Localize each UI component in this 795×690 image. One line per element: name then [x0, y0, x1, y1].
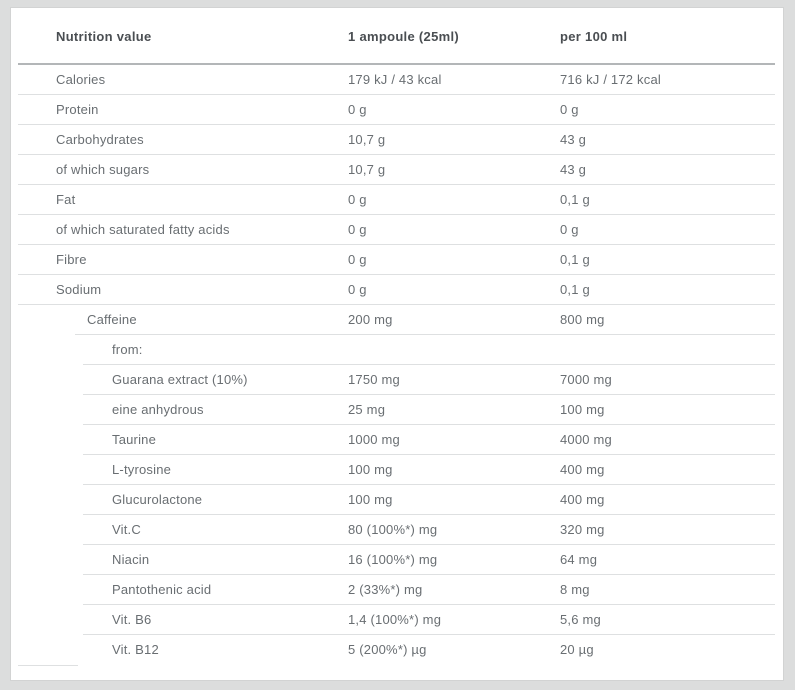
row-value-ampoule: 2 (33%*) mg: [348, 582, 423, 597]
row-value-ampoule: 16 (100%*) mg: [348, 552, 438, 567]
row-value-ampoule: 200 mg: [348, 312, 393, 327]
row-value-per100: 0,1 g: [560, 192, 590, 207]
table-header: Nutrition value 1 ampoule (25ml) per 100…: [11, 8, 783, 65]
table-row-vit-b12: Vit. B12 5 (200%*) µg 20 µg: [11, 635, 783, 665]
row-label: Taurine: [112, 432, 157, 447]
row-value-per100: 0,1 g: [560, 282, 590, 297]
table-row-calories: Calories 179 kJ / 43 kcal 716 kJ / 172 k…: [11, 65, 783, 95]
table-row-fibre: Fibre 0 g 0,1 g: [11, 245, 783, 275]
row-label: Carbohydrates: [56, 132, 144, 147]
table-row-vit-c: Vit.C 80 (100%*) mg 320 mg: [11, 515, 783, 545]
table-row-niacin: Niacin 16 (100%*) mg 64 mg: [11, 545, 783, 575]
table-footer-partial-line: [11, 665, 783, 680]
row-label: of which saturated fatty acids: [56, 222, 230, 237]
row-label: Vit.C: [112, 522, 141, 537]
row-value-ampoule: 100 mg: [348, 492, 393, 507]
row-value-ampoule: 0 g: [348, 282, 367, 297]
row-value-ampoule: 0 g: [348, 192, 367, 207]
row-value-per100: 0 g: [560, 102, 579, 117]
row-value-per100: 4000 mg: [560, 432, 612, 447]
row-value-per100: 400 mg: [560, 492, 605, 507]
row-label: Glucurolactone: [112, 492, 203, 507]
row-value-per100: 7000 mg: [560, 372, 612, 387]
row-value-per100: 400 mg: [560, 462, 605, 477]
row-value-ampoule: 0 g: [348, 222, 367, 237]
row-value-per100: 716 kJ / 172 kcal: [560, 72, 661, 87]
row-label: of which sugars: [56, 162, 150, 177]
table-row-pantothenic-acid: Pantothenic acid 2 (33%*) mg 8 mg: [11, 575, 783, 605]
table-row-l-tyrosine: L-tyrosine 100 mg 400 mg: [11, 455, 783, 485]
row-value-per100: 20 µg: [560, 642, 594, 657]
row-label: Calories: [56, 72, 106, 87]
row-value-per100: 0 g: [560, 222, 579, 237]
row-value-per100: 800 mg: [560, 312, 605, 327]
row-value-per100: 43 g: [560, 132, 587, 147]
row-value-ampoule: 179 kJ / 43 kcal: [348, 72, 442, 87]
table-row-from: from:: [11, 335, 783, 365]
row-label: Pantothenic acid: [112, 582, 212, 597]
row-label: eine anhydrous: [112, 402, 204, 417]
row-value-ampoule: 10,7 g: [348, 132, 386, 147]
row-value-ampoule: 80 (100%*) mg: [348, 522, 438, 537]
row-label: Vit. B12: [112, 642, 159, 657]
row-label: Protein: [56, 102, 99, 117]
nutrition-table: Nutrition value 1 ampoule (25ml) per 100…: [11, 8, 783, 680]
row-label: from:: [112, 342, 143, 357]
table-row-protein: Protein 0 g 0 g: [11, 95, 783, 125]
table-row-fat: Fat 0 g 0,1 g: [11, 185, 783, 215]
row-value-per100: 8 mg: [560, 582, 590, 597]
row-label: Fibre: [56, 252, 87, 267]
row-value-ampoule: 10,7 g: [348, 162, 386, 177]
row-value-per100: 100 mg: [560, 402, 605, 417]
row-label: Guarana extract (10%): [112, 372, 248, 387]
table-row-guarana-extract: Guarana extract (10%) 1750 mg 7000 mg: [11, 365, 783, 395]
row-label: Niacin: [112, 552, 150, 567]
column-header-ampoule: 1 ampoule (25ml): [348, 29, 459, 44]
table-row-taurine: Taurine 1000 mg 4000 mg: [11, 425, 783, 455]
table-row-caffeine-anhydrous: eine anhydrous 25 mg 100 mg: [11, 395, 783, 425]
row-value-per100: 5,6 mg: [560, 612, 601, 627]
row-value-ampoule: 1750 mg: [348, 372, 400, 387]
row-value-per100: 0,1 g: [560, 252, 590, 267]
row-label: Fat: [56, 192, 76, 207]
row-value-ampoule: 1000 mg: [348, 432, 400, 447]
row-value-per100: 64 mg: [560, 552, 598, 567]
row-value-ampoule: 0 g: [348, 252, 367, 267]
row-value-ampoule: 5 (200%*) µg: [348, 642, 427, 657]
row-value-ampoule: 0 g: [348, 102, 367, 117]
row-label: Caffeine: [87, 312, 137, 327]
row-value-per100: 320 mg: [560, 522, 605, 537]
row-value-ampoule: 1,4 (100%*) mg: [348, 612, 442, 627]
table-row-carbohydrates: Carbohydrates 10,7 g 43 g: [11, 125, 783, 155]
column-header-nutrition-value: Nutrition value: [56, 29, 152, 44]
column-header-per-100ml: per 100 ml: [560, 29, 628, 44]
table-row-vit-b6: Vit. B6 1,4 (100%*) mg 5,6 mg: [11, 605, 783, 635]
table-row-glucurolactone: Glucurolactone 100 mg 400 mg: [11, 485, 783, 515]
row-value-per100: 43 g: [560, 162, 587, 177]
row-value-ampoule: 25 mg: [348, 402, 386, 417]
table-row-caffeine: Caffeine 200 mg 800 mg: [11, 305, 783, 335]
table-row-saturated-fatty-acids: of which saturated fatty acids 0 g 0 g: [11, 215, 783, 245]
table-row-sodium: Sodium 0 g 0,1 g: [11, 275, 783, 305]
row-label: Vit. B6: [112, 612, 152, 627]
table-row-sugars: of which sugars 10,7 g 43 g: [11, 155, 783, 185]
row-label: L-tyrosine: [112, 462, 172, 477]
row-label: Sodium: [56, 282, 102, 297]
row-value-ampoule: 100 mg: [348, 462, 393, 477]
